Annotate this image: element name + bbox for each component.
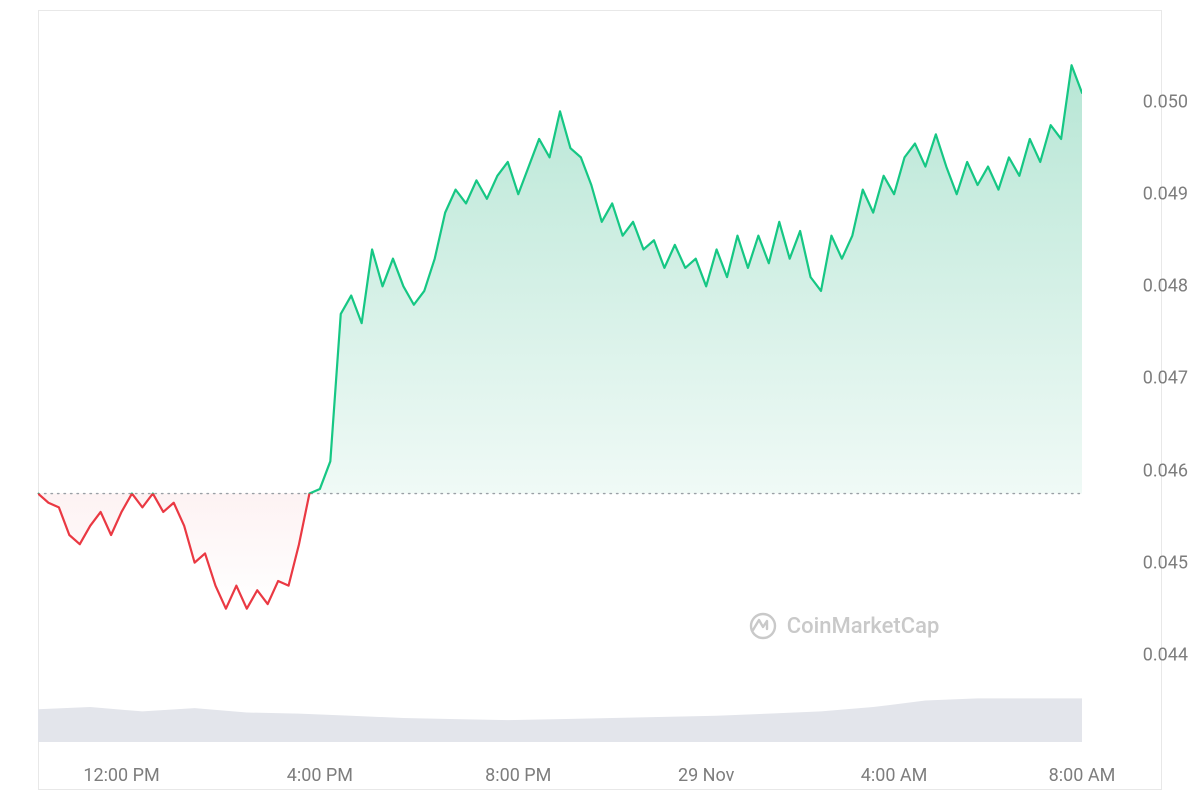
x-tick-label: 4:00 AM	[861, 765, 928, 786]
price-chart[interactable]	[0, 0, 1200, 800]
coinmarketcap-logo-icon	[749, 612, 777, 640]
y-tick-label: 0.046	[1143, 460, 1188, 481]
y-tick-label: 0.048	[1143, 276, 1188, 297]
watermark: CoinMarketCap	[749, 612, 940, 640]
x-tick-label: 29 Nov	[678, 765, 734, 786]
y-tick-label: 0.045	[1143, 552, 1188, 573]
x-tick-label: 4:00 PM	[287, 765, 353, 786]
y-tick-label: 0.047	[1143, 368, 1188, 389]
y-tick-label: 0.044	[1143, 644, 1188, 665]
volume-area	[38, 698, 1082, 742]
y-tick-label: 0.050	[1143, 92, 1188, 113]
y-tick-label: 0.049	[1143, 184, 1188, 205]
x-tick-label: 8:00 AM	[1049, 765, 1116, 786]
x-tick-label: 12:00 PM	[83, 765, 159, 786]
watermark-text: CoinMarketCap	[787, 614, 940, 639]
x-tick-label: 8:00 PM	[485, 765, 551, 786]
